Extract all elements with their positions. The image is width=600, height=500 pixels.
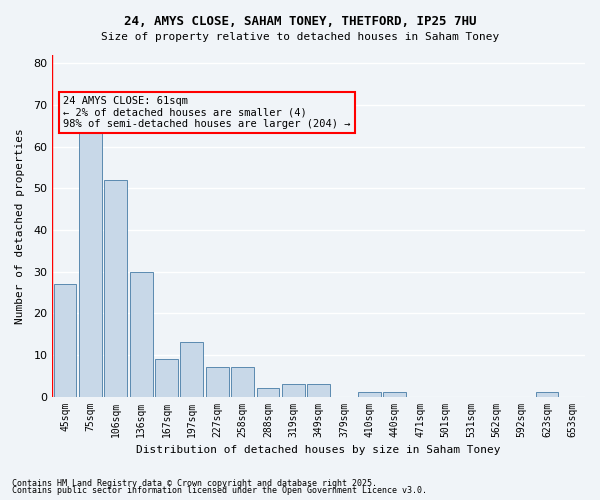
Bar: [358, 392, 381, 396]
Bar: [79, 130, 102, 396]
Text: Contains HM Land Registry data © Crown copyright and database right 2025.: Contains HM Land Registry data © Crown c…: [12, 478, 377, 488]
Text: Size of property relative to detached houses in Saham Toney: Size of property relative to detached ho…: [101, 32, 499, 42]
Text: Contains public sector information licensed under the Open Government Licence v3: Contains public sector information licen…: [12, 486, 427, 495]
Bar: [206, 368, 229, 396]
Text: 24 AMYS CLOSE: 61sqm
← 2% of detached houses are smaller (4)
98% of semi-detache: 24 AMYS CLOSE: 61sqm ← 2% of detached ho…: [63, 96, 350, 129]
Y-axis label: Number of detached properties: Number of detached properties: [15, 128, 25, 324]
Bar: [307, 384, 330, 396]
Bar: [383, 392, 406, 396]
Bar: [155, 359, 178, 397]
Bar: [536, 392, 559, 396]
Text: 24, AMYS CLOSE, SAHAM TONEY, THETFORD, IP25 7HU: 24, AMYS CLOSE, SAHAM TONEY, THETFORD, I…: [124, 15, 476, 28]
X-axis label: Distribution of detached houses by size in Saham Toney: Distribution of detached houses by size …: [136, 445, 501, 455]
Bar: [257, 388, 280, 396]
Bar: [181, 342, 203, 396]
Bar: [282, 384, 305, 396]
Bar: [104, 180, 127, 396]
Bar: [53, 284, 76, 397]
Bar: [231, 368, 254, 396]
Bar: [130, 272, 152, 396]
